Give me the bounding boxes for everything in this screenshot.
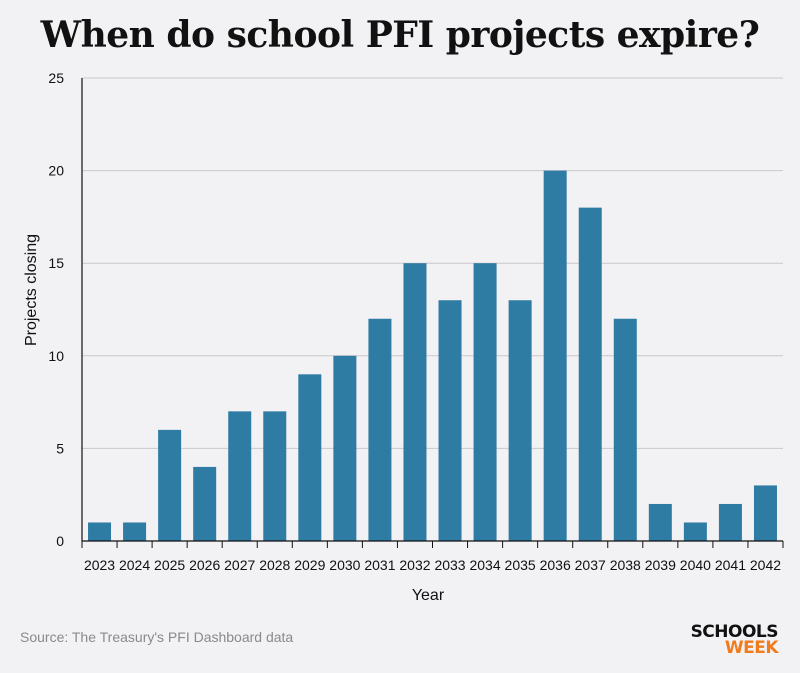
x-tick-label: 2024: [119, 557, 150, 573]
x-tick-label: 2031: [364, 557, 395, 573]
x-tick-label: 2025: [154, 557, 185, 573]
axes: [81, 78, 784, 548]
bar: [578, 207, 602, 541]
x-tick-label: 2034: [469, 557, 500, 573]
x-tick-label: 2032: [399, 557, 430, 573]
gridlines: [82, 77, 783, 449]
bar: [193, 466, 217, 541]
y-tick-label: 20: [48, 163, 64, 179]
bar: [753, 485, 777, 541]
bar: [368, 318, 392, 541]
chart-title: When do school PFI projects expire?: [40, 14, 760, 56]
x-tick-label: 2035: [505, 557, 536, 573]
bar: [648, 503, 672, 541]
x-tick-label: 2033: [434, 557, 465, 573]
bar: [333, 355, 357, 541]
bar: [508, 300, 532, 541]
bar: [683, 522, 707, 541]
x-tick-label: 2027: [224, 557, 255, 573]
x-tick-label: 2040: [680, 557, 711, 573]
x-tick-label: 2041: [715, 557, 746, 573]
x-tick-label: 2023: [84, 557, 115, 573]
x-tick-label: 2038: [610, 557, 641, 573]
x-axis-label: Year: [412, 587, 445, 604]
y-tick-label: 0: [56, 533, 64, 549]
bars: [88, 170, 777, 541]
bar: [263, 411, 287, 541]
logo-line-2: WEEK: [724, 638, 779, 658]
x-tick-label: 2039: [645, 557, 676, 573]
x-tick-label: 2029: [294, 557, 325, 573]
bar: [613, 318, 637, 541]
y-tick-label: 15: [48, 255, 64, 271]
x-tick-label: 2036: [540, 557, 571, 573]
bar: [403, 263, 427, 541]
source-note: Source: The Treasury's PFI Dashboard dat…: [20, 629, 294, 645]
x-tick-label: 2037: [575, 557, 606, 573]
bar: [228, 411, 252, 541]
bar: [88, 522, 112, 541]
logo-line-1: SCHOOLS: [690, 622, 779, 642]
bar: [438, 300, 462, 541]
bar: [123, 522, 147, 541]
schools-week-logo: SCHOOLS WEEK: [690, 622, 779, 658]
x-tick-label: 2030: [329, 557, 360, 573]
bar: [158, 429, 182, 541]
x-tick-label: 2026: [189, 557, 220, 573]
bar: [718, 503, 742, 541]
y-tick-label: 25: [48, 70, 64, 86]
bar: [298, 374, 322, 541]
y-tick-labels: 0 5 10 15 20 25: [48, 70, 64, 549]
y-axis-label: Projects closing: [23, 234, 40, 346]
x-tick-label: 2028: [259, 557, 290, 573]
x-tick-labels: 2023 2024 2025 2026 2027 2028 2029 2030 2031 2032…: [84, 557, 781, 573]
bar: [473, 263, 497, 541]
bar: [543, 170, 567, 541]
y-tick-label: 10: [48, 348, 64, 364]
y-tick-label: 5: [56, 440, 64, 456]
x-tick-label: 2042: [750, 557, 781, 573]
